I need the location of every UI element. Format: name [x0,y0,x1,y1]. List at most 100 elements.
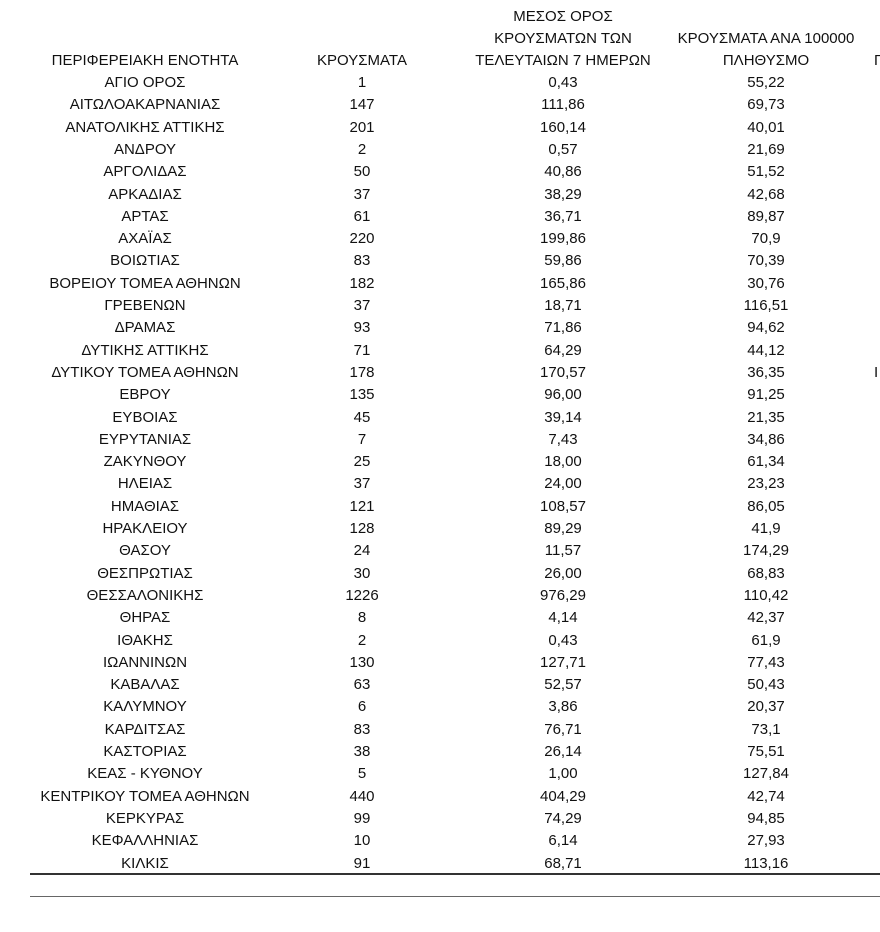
cell-value: 83 [353,252,371,270]
cell-value: 2 [357,631,367,649]
region-name: ΘΕΣΣΑΛΟΝΙΚΗΣ [86,586,204,604]
cell-value: 59,86 [544,252,582,270]
cell-value: 0,43 [548,631,578,649]
region-name: ΙΘΑΚΗΣ [117,631,173,649]
region-name: ΑΡΚΑΔΙΑΣ [108,185,182,203]
cell-value: 111,86 [541,96,585,114]
cell-value: 178 [349,363,375,381]
cell-value: 64,29 [544,341,582,359]
cell-value: 75,51 [747,743,785,760]
cell-value: 21,35 [747,408,785,426]
cell-value: 0,43 [548,74,578,91]
region-name: ΙΩΑΝΝΙΝΩΝ [102,653,188,671]
cell-value: 61 [353,207,371,225]
cell-value: 6,14 [548,832,578,850]
cell-value: 21,69 [747,140,785,158]
footer-rule [30,896,880,897]
cell-value: 10 [353,832,371,850]
region-name: ΕΥΒΟΙΑΣ [112,408,178,426]
cell-value: 7,43 [548,430,578,448]
cell-value: 42,68 [747,185,785,203]
cell-value: 37 [353,475,371,493]
cell-value: 8 [357,609,367,627]
column-header: ΚΡΟΥΣΜΑΤΑ [317,52,407,69]
region-name: ΒΟΙΩΤΙΑΣ [110,252,180,270]
cell-value: 55,22 [747,74,785,91]
region-name: ΒΟΡΕΙΟΥ ΤΟΜΕΑ ΑΘΗΝΩΝ [49,274,241,292]
region-name: ΕΒΡΟΥ [119,386,171,404]
region-name: ΗΜΑΘΙΑΣ [110,497,180,515]
cell-value: 5 [357,765,367,783]
cell-value: 25 [353,453,371,471]
cell-value: 42,37 [747,609,785,627]
region-name: ΚΕΝΤΡΙΚΟΥ ΤΟΜΕΑ ΑΘΗΝΩΝ [40,787,250,805]
cell-value: 976,29 [540,586,586,604]
cell-value: 77,43 [747,653,785,671]
region-name: ΚΕΑΣ - ΚΥΘΝΟΥ [87,765,203,783]
cell-value: 18,71 [544,297,582,314]
cell-value: 44,12 [747,341,785,359]
cell-value: 24,00 [544,475,582,493]
cell-value: 201 [349,118,375,136]
region-name: ΑΓΙΟ ΟΡΟΣ [104,74,186,91]
cell-value: 94,85 [747,809,785,827]
region-name: ΚΑΡΔΙΤΣΑΣ [104,720,186,738]
cell-value: 116,51 [743,297,789,314]
cell-value: 0,57 [548,140,578,158]
cell-value: 91,25 [747,386,785,404]
region-name: ΑΧΑΪΑΣ [118,230,172,248]
cell-value: 41,9 [751,520,781,537]
region-name: ΘΑΣΟΥ [119,542,171,560]
region-name: ΑΝΑΤΟΛΙΚΗΣ ΑΤΤΙΚΗΣ [65,118,225,136]
cell-value: 27,93 [747,832,785,850]
cell-value: 36,35 [747,363,785,381]
cell-value: 23,23 [747,475,785,493]
cell-value: 34,86 [747,430,785,448]
cell-value: 63 [353,676,371,694]
cell-value: 83 [353,720,371,738]
region-name: ΚΑΒΑΛΑΣ [110,676,180,694]
region-name: ΚΙΛΚΙΣ [121,854,169,872]
column-header: ΚΡΟΥΣΜΑΤΑ ΑΝΑ 100000 [677,30,855,47]
cell-value: 71 [353,341,371,359]
cell-value: 74,29 [544,809,582,827]
cell-value: 108,57 [540,497,586,515]
region-name: ΔΥΤΙΚΗΣ ΑΤΤΙΚΗΣ [81,341,209,359]
cell-value: 61,9 [751,631,781,649]
region-name: ΑΡΓΟΛΙΔΑΣ [103,163,187,181]
cell-value: 199,86 [540,230,586,248]
cell-value: 165,86 [540,274,586,292]
cell-value: 127,84 [743,765,789,783]
cell-value: 135 [349,386,375,404]
cell-value: 30,76 [747,274,785,292]
cell-value: 40,86 [544,163,582,181]
cell-value: 121 [349,497,375,515]
cell-value: 110,42 [743,586,789,604]
cell-value: 1 [357,74,367,91]
region-name: ΑΝΔΡΟΥ [113,140,177,158]
cell-value: 38,29 [544,185,582,203]
cell-value: 70,39 [747,252,785,270]
cell-value: 68,71 [544,854,582,872]
cell-value: 1226 [345,586,379,604]
cell-value: 20,37 [747,698,785,716]
cell-value: 127,71 [540,653,586,671]
cell-value: 147 [349,96,375,114]
cell-value: 24 [353,542,371,560]
cell-value: 113,16 [743,854,789,872]
cell-value: 18,00 [544,453,582,471]
cell-value: 76,71 [544,720,582,738]
cell-value: 220 [349,230,375,248]
cell-value: 404,29 [540,787,586,805]
region-name: ΔΡΑΜΑΣ [114,319,176,337]
region-name: ΑΙΤΩΛΟΑΚΑΡΝΑΝΙΑΣ [69,96,221,114]
cell-value: 128 [349,520,375,537]
cell-value: 130 [349,653,375,671]
column-header: Γ [874,52,880,69]
cell-value: 3,86 [548,698,578,716]
cell-value: 71,86 [544,319,582,337]
cell-value: 93 [353,319,371,337]
cell-value: 51,52 [747,163,785,181]
cell-value: 42,74 [747,787,785,805]
